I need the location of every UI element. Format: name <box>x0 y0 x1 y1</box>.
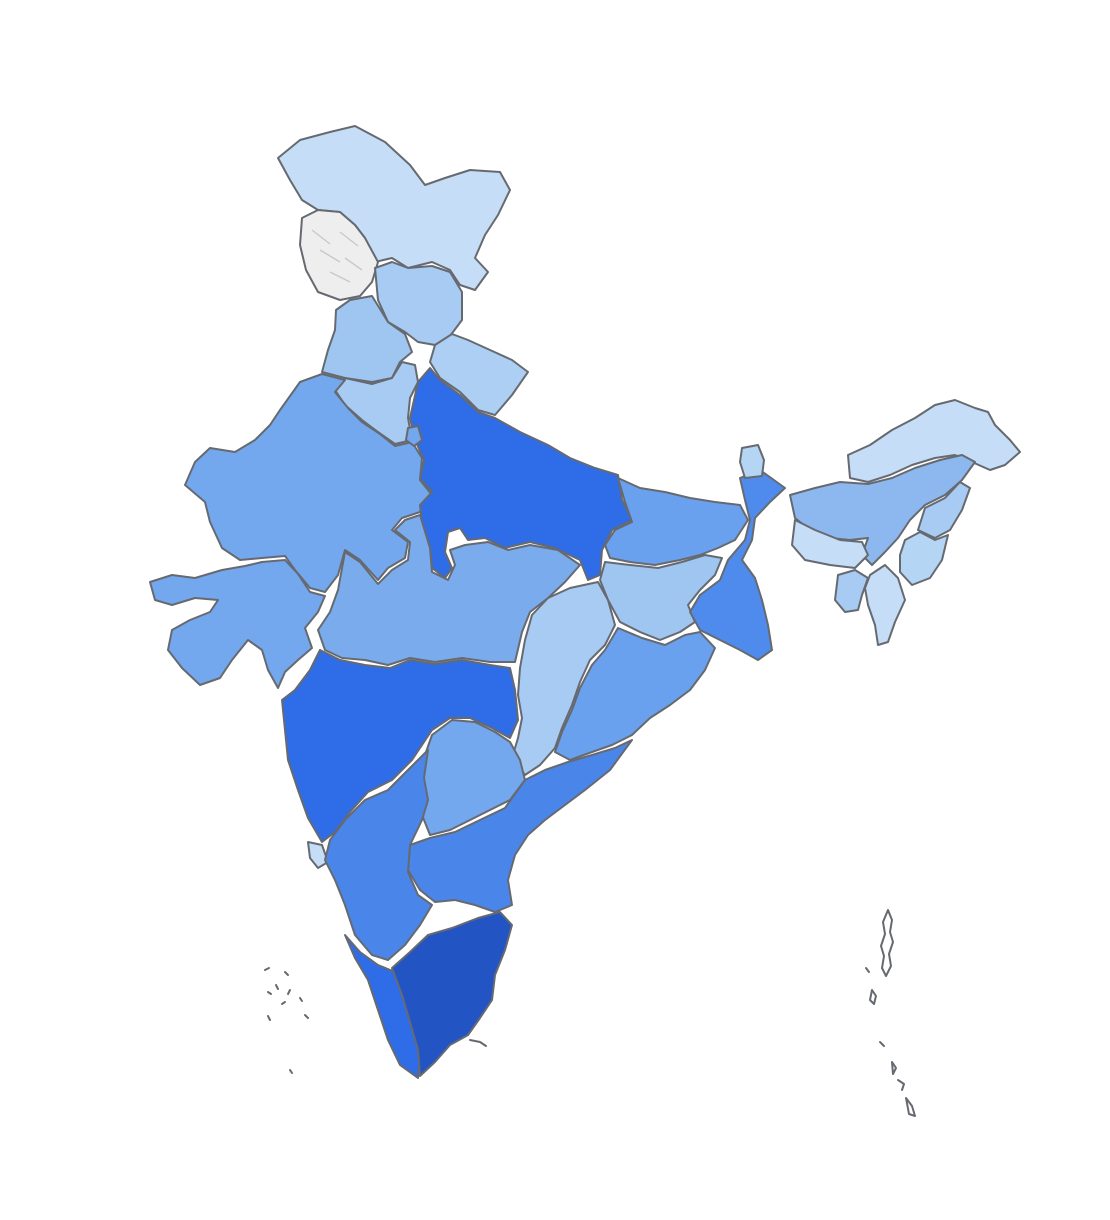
region-uttar-pradesh[interactable] <box>409 367 633 581</box>
region-delhi[interactable] <box>405 425 423 447</box>
region-chhattisgarh[interactable] <box>511 581 616 776</box>
region-ladakh-hatched[interactable] <box>299 209 379 301</box>
region-maharashtra[interactable] <box>281 649 519 843</box>
region-andhra-pradesh[interactable] <box>407 739 633 913</box>
region-tripura[interactable] <box>834 569 869 613</box>
region-odisha[interactable] <box>554 627 716 761</box>
region-uttarakhand[interactable] <box>429 333 529 416</box>
region-sikkim[interactable] <box>739 444 765 479</box>
region-bihar[interactable] <box>604 477 749 566</box>
region-tamil-nadu[interactable] <box>391 911 513 1077</box>
region-karnataka[interactable] <box>324 749 433 961</box>
region-gujarat[interactable] <box>149 559 326 689</box>
andaman-nicobar-islands <box>865 909 916 1117</box>
region-nagaland[interactable] <box>917 481 971 539</box>
region-west-bengal[interactable] <box>689 469 786 661</box>
region-manipur[interactable] <box>899 531 949 586</box>
region-arunachal-pradesh[interactable] <box>847 399 1021 483</box>
lakshadweep-islands <box>264 967 309 1074</box>
hatch-marks <box>311 229 363 283</box>
region-goa[interactable] <box>307 841 329 869</box>
rameswaram-islet <box>469 1039 487 1047</box>
region-mizoram[interactable] <box>864 564 906 646</box>
region-madhya-pradesh[interactable] <box>317 514 581 666</box>
region-meghalaya[interactable] <box>791 519 869 569</box>
region-jharkhand[interactable] <box>599 554 723 641</box>
region-rajasthan[interactable] <box>184 373 433 593</box>
